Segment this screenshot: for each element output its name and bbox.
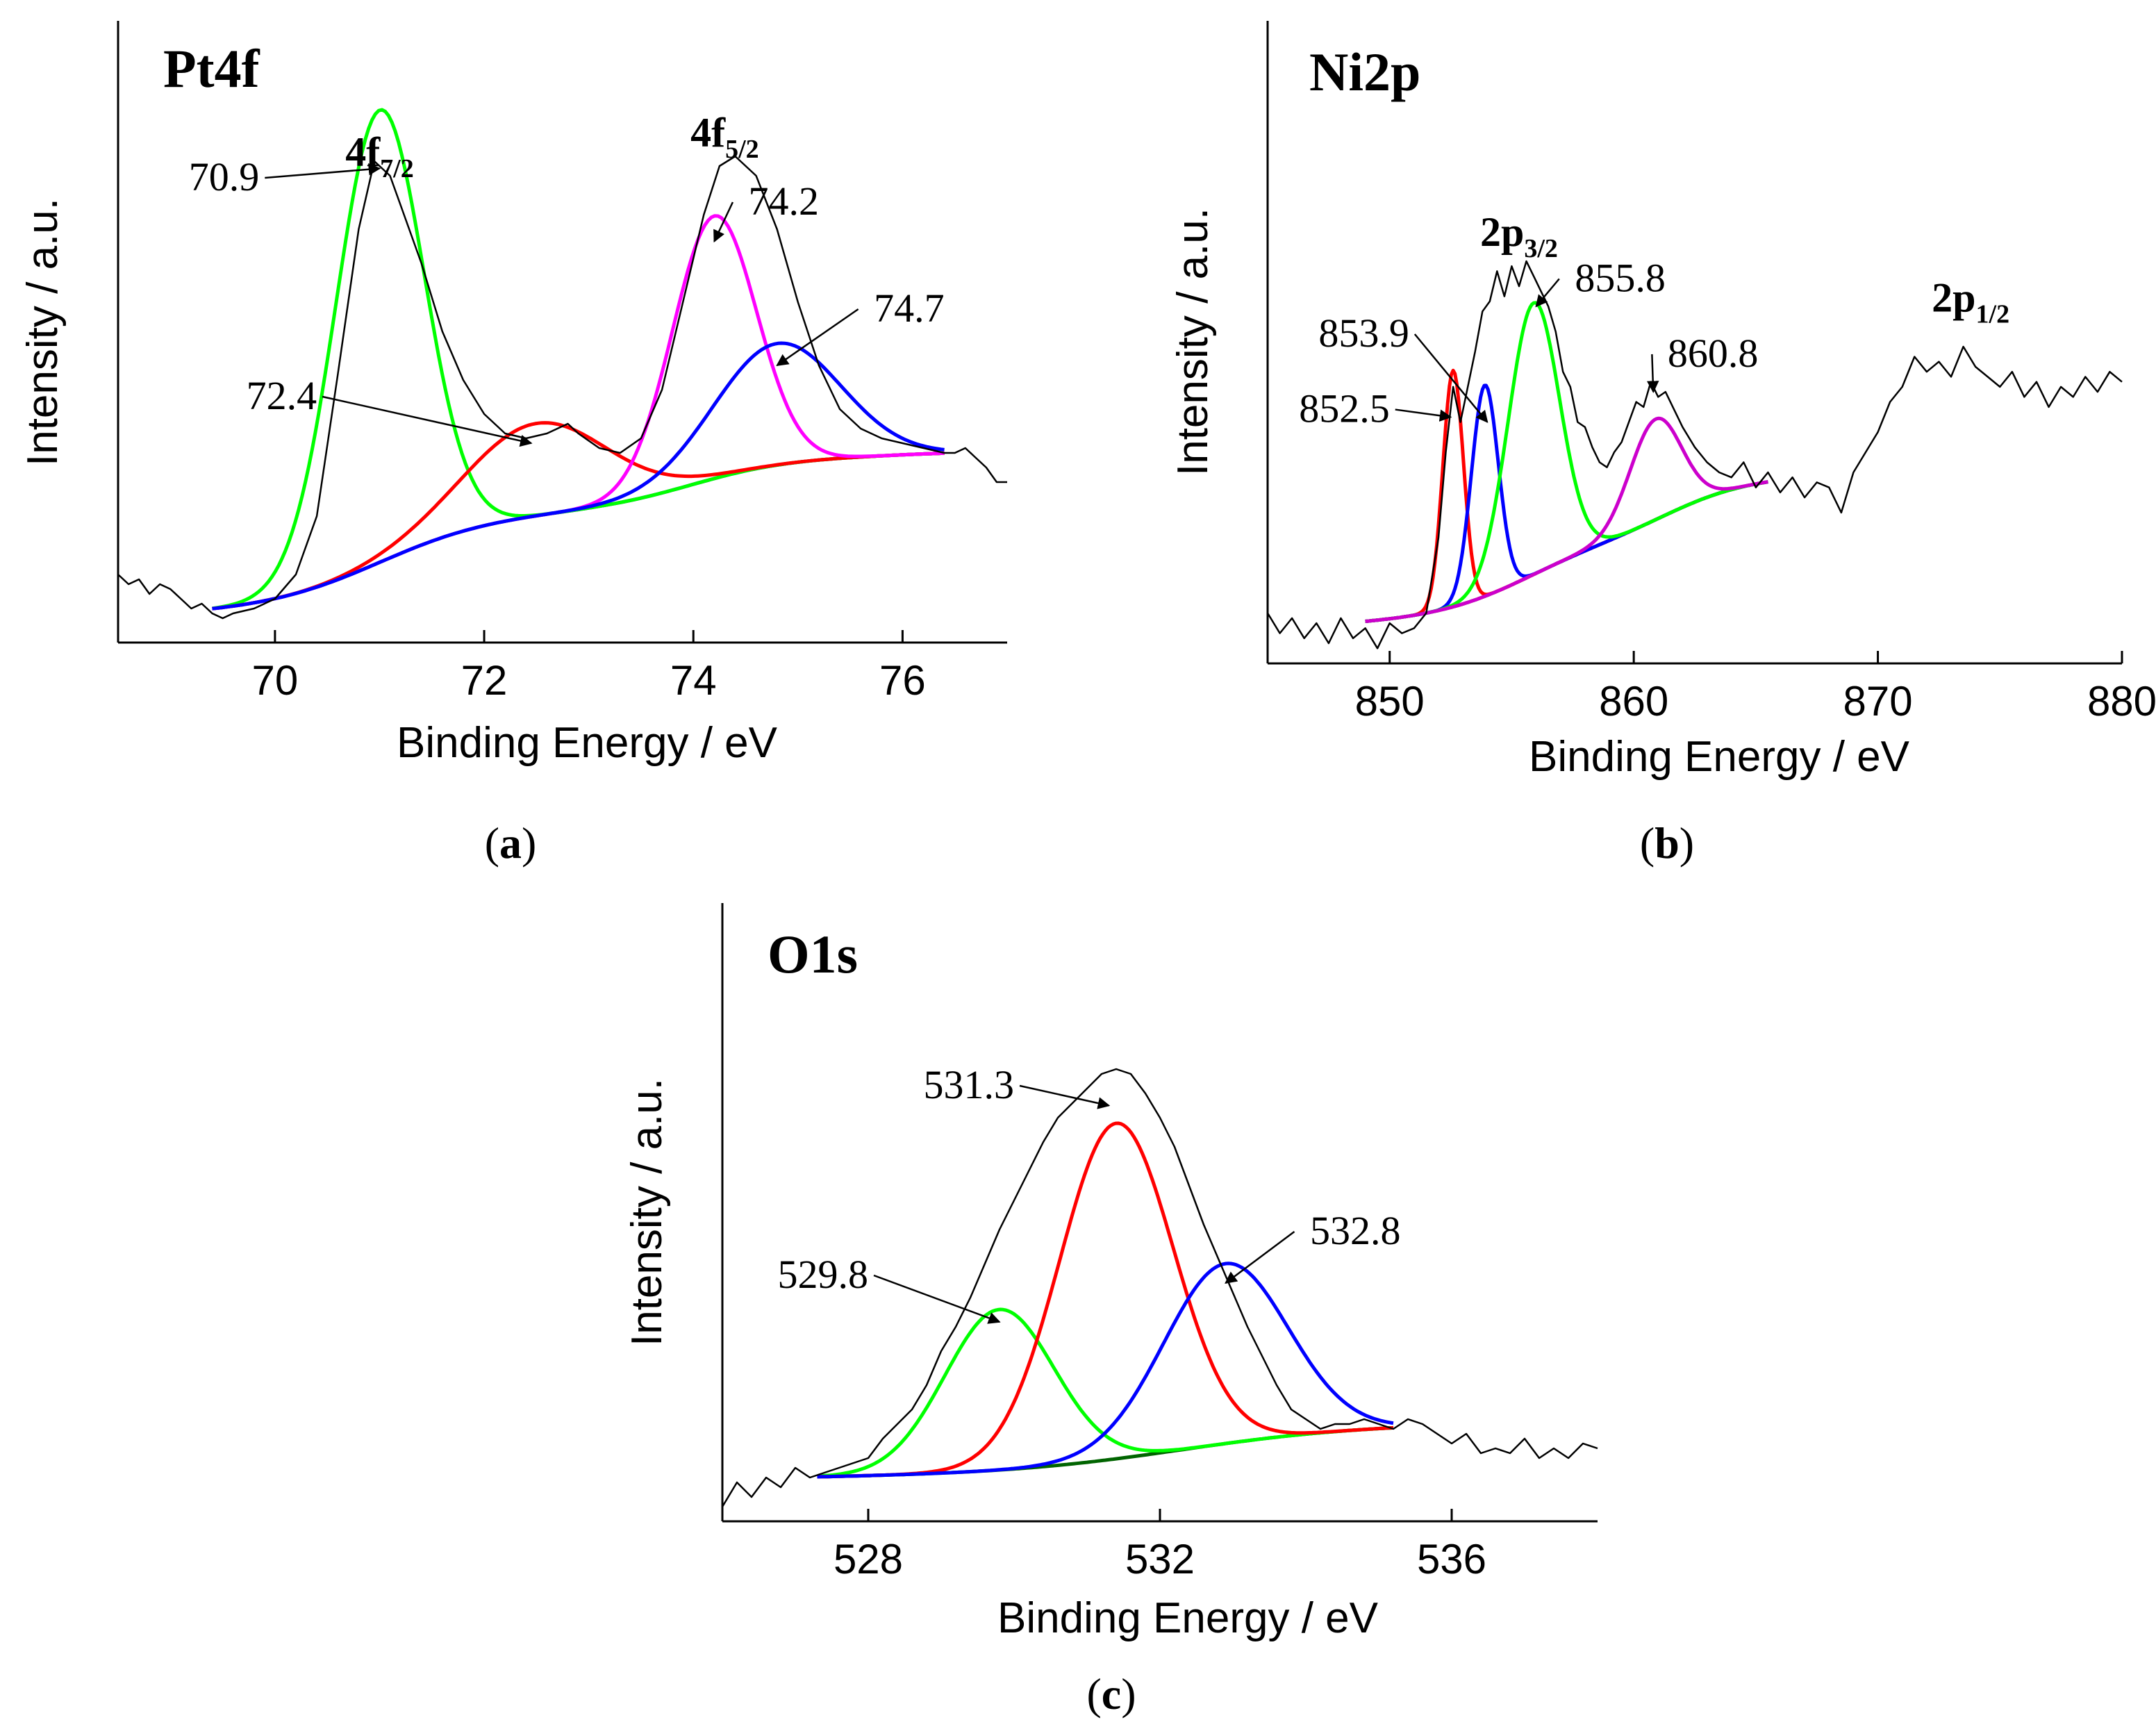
panel-a-annotation-arrow-2	[713, 201, 734, 243]
panel-b-x-tick-label-2: 870	[1843, 678, 1913, 725]
panel-b-annotation-arrow-3	[1646, 354, 1659, 393]
panel-c-title: O1s	[768, 924, 858, 984]
panel-c-component-line-1	[817, 1307, 1394, 1478]
panel-b-annotation-arrow-1	[1413, 333, 1489, 423]
panel-c-x-tick-label-1: 532	[1125, 1536, 1195, 1582]
panel-b-peak-annotation-1: 853.9	[1318, 311, 1409, 356]
panel-b-component-line-4	[1365, 416, 1768, 623]
panel-b-caption-letter: b	[1655, 818, 1680, 868]
panel-c-x-axis-label: Binding Energy / eV	[997, 1594, 1379, 1642]
panel-c-annotations: 531.3 529.8 532.8	[778, 1062, 1401, 1324]
panel-a-peak-annotation-3: 74.7	[874, 286, 945, 331]
panel-a-component-line-3	[212, 214, 945, 611]
panel-a-component-line-1	[212, 108, 945, 611]
panel-c-raw-line-0	[721, 1068, 1598, 1507]
panel-a-x-tick-label-3: 76	[879, 657, 926, 704]
panel-c-peak-annotation-0: 531.3	[924, 1062, 1015, 1107]
panel-b-peak-label-sub-1: 1/2	[1976, 299, 2010, 329]
panel-a-annotation-arrow-3	[776, 308, 859, 367]
panel-b-component-line-2	[1365, 383, 1768, 623]
panel-c-caption: (c)	[1086, 1669, 1136, 1719]
panel-a-caption-letter: a	[499, 818, 522, 868]
panel-a-peak-label-sub-0: 7/2	[380, 154, 414, 183]
panel-a-raw-line-0	[117, 155, 1007, 620]
panel-b-x-tick-label-1: 860	[1599, 678, 1668, 725]
panel-a-annotation-arrow-0	[265, 163, 381, 179]
panel-a-title: Pt4f	[163, 38, 260, 99]
panel-b-peak-label-0: 2p3/2	[1480, 209, 1558, 263]
panel-b-x-tick-label-3: 880	[2087, 678, 2156, 725]
panel-a-peak-label-sub-1: 5/2	[725, 135, 759, 164]
panel-b-y-axis-label: Intensity / a.u.	[1169, 208, 1217, 476]
panel-a-x-tick-label-1: 72	[461, 657, 508, 704]
panel-c-annotation-arrow-2	[1225, 1230, 1295, 1284]
panel-a-peak-annotation-1: 72.4	[247, 373, 317, 418]
panel-b-peak-annotation-0: 852.5	[1299, 386, 1390, 431]
panel-a-curves	[117, 108, 1007, 620]
panel-c-annotation-arrow-1	[873, 1274, 1001, 1324]
panel-a-x-ticks: 70 72 74 76	[252, 630, 926, 704]
panel-a-caption: (a)	[485, 818, 537, 868]
panel-c-peak-annotation-2: 532.8	[1310, 1208, 1401, 1253]
panel-b-raw-line-0	[1266, 260, 2123, 650]
panel-b-peak-label-sub-0: 3/2	[1524, 234, 1558, 263]
panel-c-x-ticks: 528 532 536	[834, 1509, 1486, 1582]
panel-c-y-axis-label: Intensity / a.u.	[623, 1078, 671, 1346]
panel-b-peak-annotation-3: 860.8	[1668, 331, 1759, 376]
panel-a-x-tick-label-2: 74	[670, 657, 717, 704]
panel-c-component-line-2	[817, 1121, 1394, 1479]
panel-a-component-line-2	[212, 421, 945, 611]
panel-a-annotation-arrow-1	[322, 395, 533, 447]
panel-c-o1s: 531.3 529.8 532.8 528 532 536 O1s Binding En…	[623, 903, 1598, 1719]
panel-b-x-ticks: 850 860 870 880	[1355, 651, 2156, 725]
panel-a-peak-annotation-0: 70.9	[189, 154, 260, 199]
panel-a-peak-annotation-2: 74.2	[748, 179, 819, 224]
panel-b-caption: (b)	[1640, 818, 1694, 868]
panel-a-peak-label-1: 4f5/2	[690, 110, 759, 164]
panel-b-curves	[1266, 260, 2123, 650]
panel-b-annotation-arrow-2	[1535, 278, 1560, 308]
panel-a-x-axis-label: Binding Energy / eV	[397, 719, 778, 767]
panel-b-background-line-5	[1365, 480, 1768, 623]
panel-c-x-tick-label-0: 528	[834, 1536, 903, 1582]
panel-a-component-line-4	[212, 341, 945, 611]
panel-b-x-axis-label: Binding Energy / eV	[1529, 733, 1910, 781]
panel-c-component-line-3	[817, 1261, 1394, 1479]
panel-b-peak-label-1: 2p1/2	[1932, 274, 2009, 329]
panel-b-title: Ni2p	[1309, 42, 1420, 102]
panel-a-x-tick-label-0: 70	[252, 657, 299, 704]
panel-b-x-tick-label-0: 850	[1355, 678, 1425, 725]
panel-c-annotation-arrow-0	[1019, 1084, 1111, 1109]
panel-b-peak-annotation-2: 855.8	[1575, 255, 1666, 300]
panel-a-y-axis-label: Intensity / a.u.	[19, 198, 67, 466]
panel-c-caption-letter: c	[1102, 1669, 1121, 1719]
panel-c-x-tick-label-2: 536	[1417, 1536, 1486, 1582]
panel-c-curves	[721, 1068, 1598, 1507]
panel-c-peak-annotation-1: 529.8	[778, 1252, 869, 1297]
panel-b-annotation-arrow-0	[1395, 408, 1452, 422]
